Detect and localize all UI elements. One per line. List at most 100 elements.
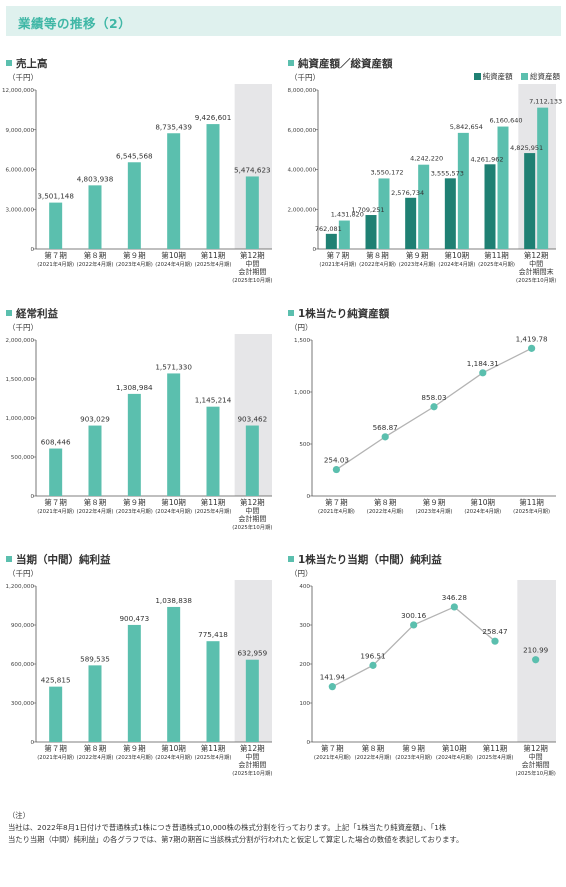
bar xyxy=(88,665,102,742)
bar xyxy=(49,202,63,249)
data-label-net-assets: 2,576,734 xyxy=(391,189,424,197)
data-label: 210.99 xyxy=(523,646,549,655)
x-tick-label: 第10期 xyxy=(445,250,470,260)
y-tick-label: 2,000,000 xyxy=(288,207,317,213)
x-tick-sublabel: (2021年4月期) xyxy=(319,260,356,268)
y-tick-label: 300 xyxy=(299,623,310,629)
data-label-total-assets: 6,160,640 xyxy=(489,117,522,125)
y-tick-label: 6,000,000 xyxy=(6,168,35,174)
section-title: 業績等の推移（2） xyxy=(18,16,132,31)
chart-title: 売上高 xyxy=(6,56,48,71)
x-tick-label: 第12期 xyxy=(523,743,548,753)
data-label: 8,735,439 xyxy=(155,122,192,131)
data-label: 1,308,984 xyxy=(116,383,153,392)
data-label: 1,419.78 xyxy=(516,334,548,343)
x-tick-sublabel: 中間 xyxy=(245,752,259,761)
data-label-total-assets: 7,112,133 xyxy=(529,98,562,106)
bar xyxy=(49,448,63,496)
legend-swatch-net-assets xyxy=(473,73,481,80)
ordinary-profit-chart-panel: 経常利益 （千円） 0 500,000 1,000,000 1,500,000 2,00… xyxy=(6,306,276,546)
assets-chart-panel: 純資産額／総資産額 （千円） 純資産額 総資産額 0 2,000,000 4,000… xyxy=(288,56,563,298)
x-tick-sublabel: (2024年4月期) xyxy=(436,753,473,761)
x-tick-sublabel: (2025年4月期) xyxy=(477,753,514,761)
data-label: 5,474,623 xyxy=(234,165,271,174)
x-tick-label: 第11期 xyxy=(483,743,508,753)
x-tick-label: 第10期 xyxy=(442,743,467,753)
x-tick-sublabel: 中間 xyxy=(529,752,543,761)
y-tick-label: 0 xyxy=(312,247,316,253)
data-label: 3,501,148 xyxy=(37,192,74,201)
data-point xyxy=(532,656,540,664)
section-header: 業績等の推移（2） xyxy=(6,6,561,36)
y-tick-label: 900,000 xyxy=(11,623,35,629)
chart-title: 1株当たり純資産額 xyxy=(288,306,389,321)
unit-label: （千円） xyxy=(290,73,320,82)
bar xyxy=(88,425,102,496)
data-point xyxy=(369,661,377,669)
x-tick-sublabel: (2023年4月期) xyxy=(116,260,153,268)
eps-chart-panel: 1株当たり当期（中間）純利益 （円） 0 100 200 300 400 第７期 (2021… xyxy=(288,552,560,792)
data-label: 632,959 xyxy=(237,649,267,658)
x-tick-label: 第12期 xyxy=(524,250,549,260)
x-tick-sublabel: (2021年4月期) xyxy=(37,507,74,515)
x-tick-sublabel: (2025年10月期) xyxy=(232,276,272,284)
y-tick-label: 12,000,000 xyxy=(2,88,34,94)
x-tick-label: 第７期 xyxy=(321,743,344,753)
y-tick-label: 1,500 xyxy=(294,338,310,344)
y-tick-label: 0 xyxy=(30,247,34,253)
bar xyxy=(206,406,220,496)
x-tick-label: 第９期 xyxy=(406,250,429,260)
x-tick-label: 第９期 xyxy=(123,250,146,260)
x-tick-sublabel: 中間 xyxy=(529,259,543,268)
legend-label: 総資産額 xyxy=(530,72,560,81)
y-tick-label: 1,000,000 xyxy=(6,416,35,422)
x-tick-sublabel: 会計期間 xyxy=(522,760,550,769)
bar xyxy=(167,373,181,496)
x-tick-sublabel: (2025年4月期) xyxy=(195,260,232,268)
x-tick-label: 第10期 xyxy=(161,250,186,260)
y-tick-label: 0 xyxy=(306,740,310,746)
x-tick-sublabel: (2022年4月期) xyxy=(355,753,392,761)
x-tick-sublabel: (2022年4月期) xyxy=(367,507,404,515)
net-income-chart-panel: 当期（中間）純利益 （千円） 0 300,000 600,000 900,000 1,2… xyxy=(6,552,276,792)
data-label: 1,145,214 xyxy=(195,396,232,405)
data-label: 346.28 xyxy=(442,593,468,602)
x-tick-label: 第11期 xyxy=(201,743,226,753)
bar xyxy=(127,162,141,249)
x-tick-sublabel: (2024年4月期) xyxy=(464,507,501,515)
y-tick-label: 1,200,000 xyxy=(6,584,35,590)
x-tick-sublabel: 会計期間 xyxy=(238,760,266,769)
data-label-net-assets: 3,555,573 xyxy=(431,169,464,177)
y-tick-label: 3,000,000 xyxy=(6,207,35,213)
footnote-line-2: 当たり当期（中間）純利益」の各グラフでは、第7期の期首に当該株式分割が行われたと… xyxy=(8,835,464,844)
bar xyxy=(127,393,141,496)
bar xyxy=(88,185,102,249)
bar xyxy=(127,624,141,742)
x-tick-sublabel: (2023年4月期) xyxy=(395,753,432,761)
bar-net-assets xyxy=(524,153,536,249)
footnote-label: （注） xyxy=(8,811,30,820)
x-tick-label: 第８期 xyxy=(362,743,385,753)
y-tick-label: 0 xyxy=(30,740,34,746)
x-tick-sublabel: (2021年4月期) xyxy=(37,260,74,268)
data-label: 9,426,601 xyxy=(195,113,232,122)
x-tick-label: 第７期 xyxy=(327,250,350,260)
x-tick-label: 第12期 xyxy=(240,497,265,507)
data-label: 258.47 xyxy=(482,627,507,636)
y-tick-label: 500 xyxy=(299,442,310,448)
unit-label: （千円） xyxy=(8,569,38,578)
x-tick-label: 第７期 xyxy=(44,497,67,507)
bar xyxy=(49,686,63,742)
data-label-net-assets: 4,825,951 xyxy=(510,144,543,152)
unit-label: （円） xyxy=(290,323,313,332)
x-tick-sublabel: (2023年4月期) xyxy=(399,260,436,268)
chart-title: 1株当たり当期（中間）純利益 xyxy=(288,552,442,567)
bar xyxy=(167,606,181,742)
ordinary-profit-chart: 0500,0001,000,0001,500,0002,000,000第７期(2… xyxy=(6,334,272,531)
data-label-net-assets: 1,709,251 xyxy=(351,206,384,214)
y-tick-label: 9,000,000 xyxy=(6,128,35,134)
x-tick-sublabel: (2021年4月期) xyxy=(318,507,355,515)
data-label: 1,571,330 xyxy=(155,362,192,371)
data-label: 775,418 xyxy=(198,630,228,639)
x-tick-sublabel: (2023年4月期) xyxy=(116,753,153,761)
